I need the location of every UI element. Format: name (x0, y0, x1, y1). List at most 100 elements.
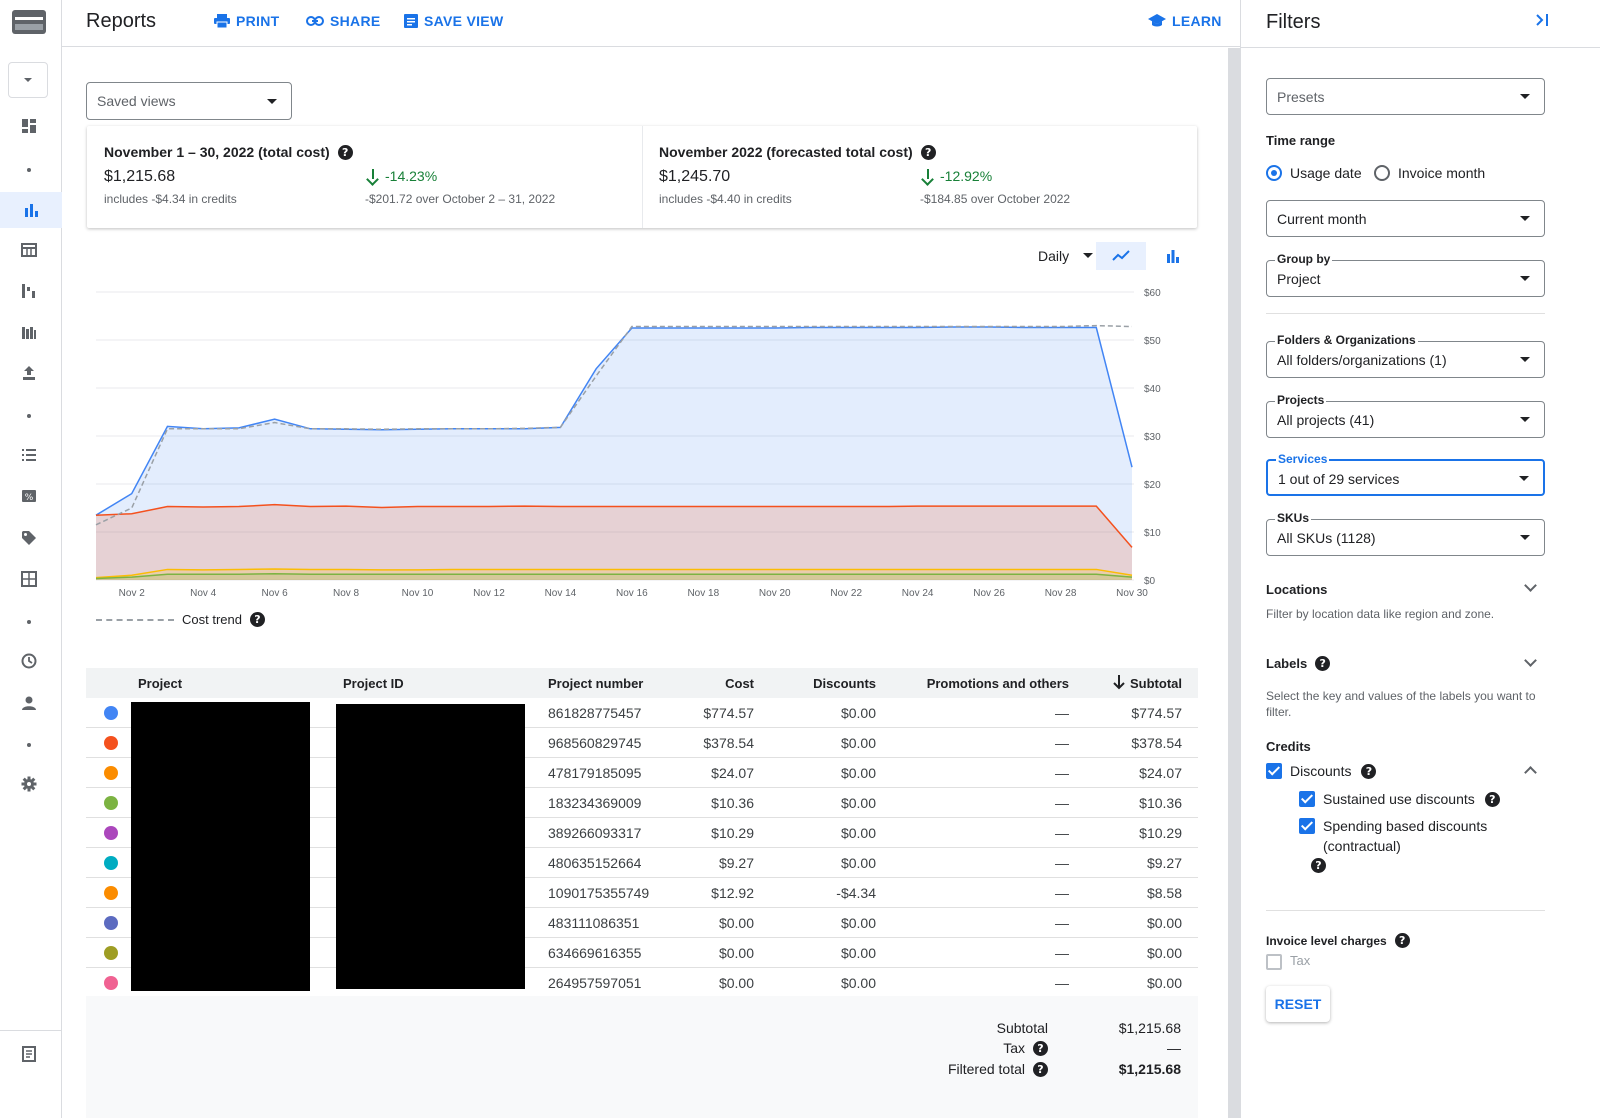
usage-date-radio[interactable] (1266, 165, 1282, 181)
forecast-cost-value: $1,245.70 (659, 168, 731, 185)
labels-help: Select the key and values of the labels … (1266, 689, 1536, 719)
pricing-icon[interactable] (18, 321, 40, 343)
calculator-icon[interactable] (18, 568, 40, 590)
column-header-project-id[interactable]: Project ID (343, 676, 404, 691)
projects-select[interactable]: Projects All projects (41) (1266, 393, 1545, 438)
spending-based-checkbox[interactable] (1299, 818, 1315, 834)
column-header-discounts[interactable]: Discounts (813, 676, 876, 691)
table-row[interactable]: 968560829745 $378.54 $0.00 — $378.54 (86, 728, 1198, 758)
collapse-panel-icon[interactable] (1534, 12, 1554, 32)
invoice-month-label: Invoice month (1398, 165, 1486, 181)
tag-icon[interactable] (18, 527, 40, 549)
services-select[interactable]: Services 1 out of 29 services (1266, 452, 1545, 496)
table-row[interactable]: 634669616355 $0.00 $0.00 — $0.00 (86, 938, 1198, 968)
forecast-cost-change-pct: -12.92% (940, 168, 993, 184)
link-icon (306, 16, 324, 26)
cost-breakdown-icon[interactable] (18, 280, 40, 302)
cell-promotions: — (1055, 735, 1069, 751)
help-icon[interactable]: ? (1361, 763, 1377, 779)
sort-descending-icon[interactable] (1112, 674, 1126, 693)
release-notes-icon[interactable] (18, 1043, 40, 1065)
chevron-up-icon[interactable] (1524, 766, 1537, 779)
bar-chart-toggle[interactable] (1148, 242, 1198, 270)
current-cost-summary: November 1 – 30, 2022 (total cost)? $1,2… (87, 126, 642, 228)
save-view-button[interactable]: SAVE VIEW (404, 13, 503, 29)
x-tick-label: Nov 2 (119, 588, 146, 599)
cell-subtotal: $774.57 (1131, 705, 1182, 721)
y-tick-label: $20 (1144, 480, 1161, 491)
projects-value: All projects (41) (1277, 412, 1375, 428)
cost-trend-line (95, 324, 1133, 526)
skus-select[interactable]: SKUs All SKUs (1128) (1266, 511, 1545, 556)
current-cost-change: -14.23% (367, 168, 437, 184)
help-icon[interactable]: ? (1311, 858, 1326, 873)
help-icon[interactable]: ? (249, 612, 265, 627)
column-header-project[interactable]: Project (138, 676, 183, 691)
sustained-use-checkbox[interactable] (1299, 791, 1315, 807)
export-upload-icon[interactable] (18, 362, 40, 384)
section-divider (1266, 313, 1545, 314)
help-icon[interactable]: ? (1394, 933, 1410, 948)
group-by-label: Group by (1275, 252, 1333, 266)
credits-label: Credits (1266, 739, 1311, 754)
dashboard-icon[interactable] (18, 115, 40, 137)
line-chart-toggle[interactable] (1096, 242, 1146, 270)
learn-button[interactable]: LEARN (1148, 13, 1222, 29)
help-icon[interactable]: ? (1315, 656, 1331, 671)
share-button[interactable]: SHARE (306, 13, 381, 29)
table-row[interactable]: 1090175355749 $12.92 -$4.34 — $8.58 (86, 878, 1198, 908)
table-row[interactable]: 183234369009 $10.36 $0.00 — $10.36 (86, 788, 1198, 818)
time-range-select[interactable]: Current month (1266, 200, 1545, 237)
reports-nav-icon[interactable] (0, 192, 62, 228)
series-line (95, 568, 1133, 579)
column-header-subtotal[interactable]: Subtotal (1130, 676, 1182, 691)
column-header-project-number[interactable]: Project number (548, 676, 644, 691)
x-tick-label: Nov 4 (190, 588, 217, 599)
discounts-checkbox[interactable] (1266, 763, 1282, 779)
current-cost-heading: November 1 – 30, 2022 (total cost)? (104, 144, 353, 160)
chevron-down-icon[interactable] (1524, 579, 1537, 592)
locations-label[interactable]: Locations (1266, 582, 1328, 597)
credits-percent-icon[interactable]: % (18, 485, 40, 507)
billing-logo-icon[interactable] (12, 10, 46, 34)
table-row[interactable]: 483111086351 $0.00 $0.00 — $0.00 (86, 908, 1198, 938)
column-header-cost[interactable]: Cost (725, 676, 754, 691)
invoice-month-radio[interactable] (1374, 165, 1390, 181)
invoice-charges-header: Invoice level charges? (1266, 933, 1410, 948)
table-row[interactable]: 861828775457 $774.57 $0.00 — $774.57 (86, 698, 1198, 728)
group-by-select[interactable]: Group by Project (1266, 252, 1545, 297)
chevron-down-icon[interactable] (1524, 654, 1537, 667)
help-icon[interactable]: ? (1033, 1061, 1048, 1077)
tax-checkbox[interactable] (1266, 954, 1282, 970)
history-clock-icon[interactable] (18, 650, 40, 672)
tax-label: Tax? (1003, 1040, 1048, 1056)
main-scrollbar[interactable] (1228, 48, 1240, 1118)
presets-select[interactable]: Presets (1266, 78, 1545, 115)
cell-discounts: $0.00 (840, 825, 876, 841)
cost-summary-card: November 1 – 30, 2022 (total cost)? $1,2… (87, 126, 1197, 228)
labels-header[interactable]: Labels? (1266, 656, 1331, 671)
table-row[interactable]: 389266093317 $10.29 $0.00 — $10.29 (86, 818, 1198, 848)
saved-views-select[interactable]: Saved views (86, 82, 292, 120)
print-button[interactable]: PRINT (214, 13, 280, 29)
share-label: SHARE (330, 13, 381, 29)
table-row[interactable]: 478179185095 $24.07 $0.00 — $24.07 (86, 758, 1198, 788)
table-row[interactable]: 480635152664 $9.27 $0.00 — $9.27 (86, 848, 1198, 878)
nav-collapse-dropdown[interactable] (8, 62, 48, 98)
settings-gear-icon[interactable] (18, 773, 40, 795)
folders-select[interactable]: Folders & Organizations All folders/organ… (1266, 333, 1545, 378)
help-icon[interactable]: ? (1484, 791, 1500, 807)
interval-select[interactable]: Daily (1038, 248, 1094, 264)
series-color-dot (104, 856, 118, 870)
column-header-promotions[interactable]: Promotions and others (926, 676, 1069, 691)
current-cost-value: $1,215.68 (104, 168, 176, 185)
transactions-list-icon[interactable] (18, 444, 40, 466)
table-icon[interactable] (18, 239, 40, 261)
sustained-use-row: Sustained use discounts? (1323, 791, 1500, 807)
account-person-icon[interactable] (18, 692, 40, 714)
help-icon[interactable]: ? (1033, 1040, 1048, 1056)
help-icon[interactable]: ? (920, 144, 936, 160)
help-icon[interactable]: ? (337, 144, 353, 160)
reset-button[interactable]: RESET (1266, 986, 1330, 1022)
cell-project-number: 1090175355749 (548, 885, 650, 901)
